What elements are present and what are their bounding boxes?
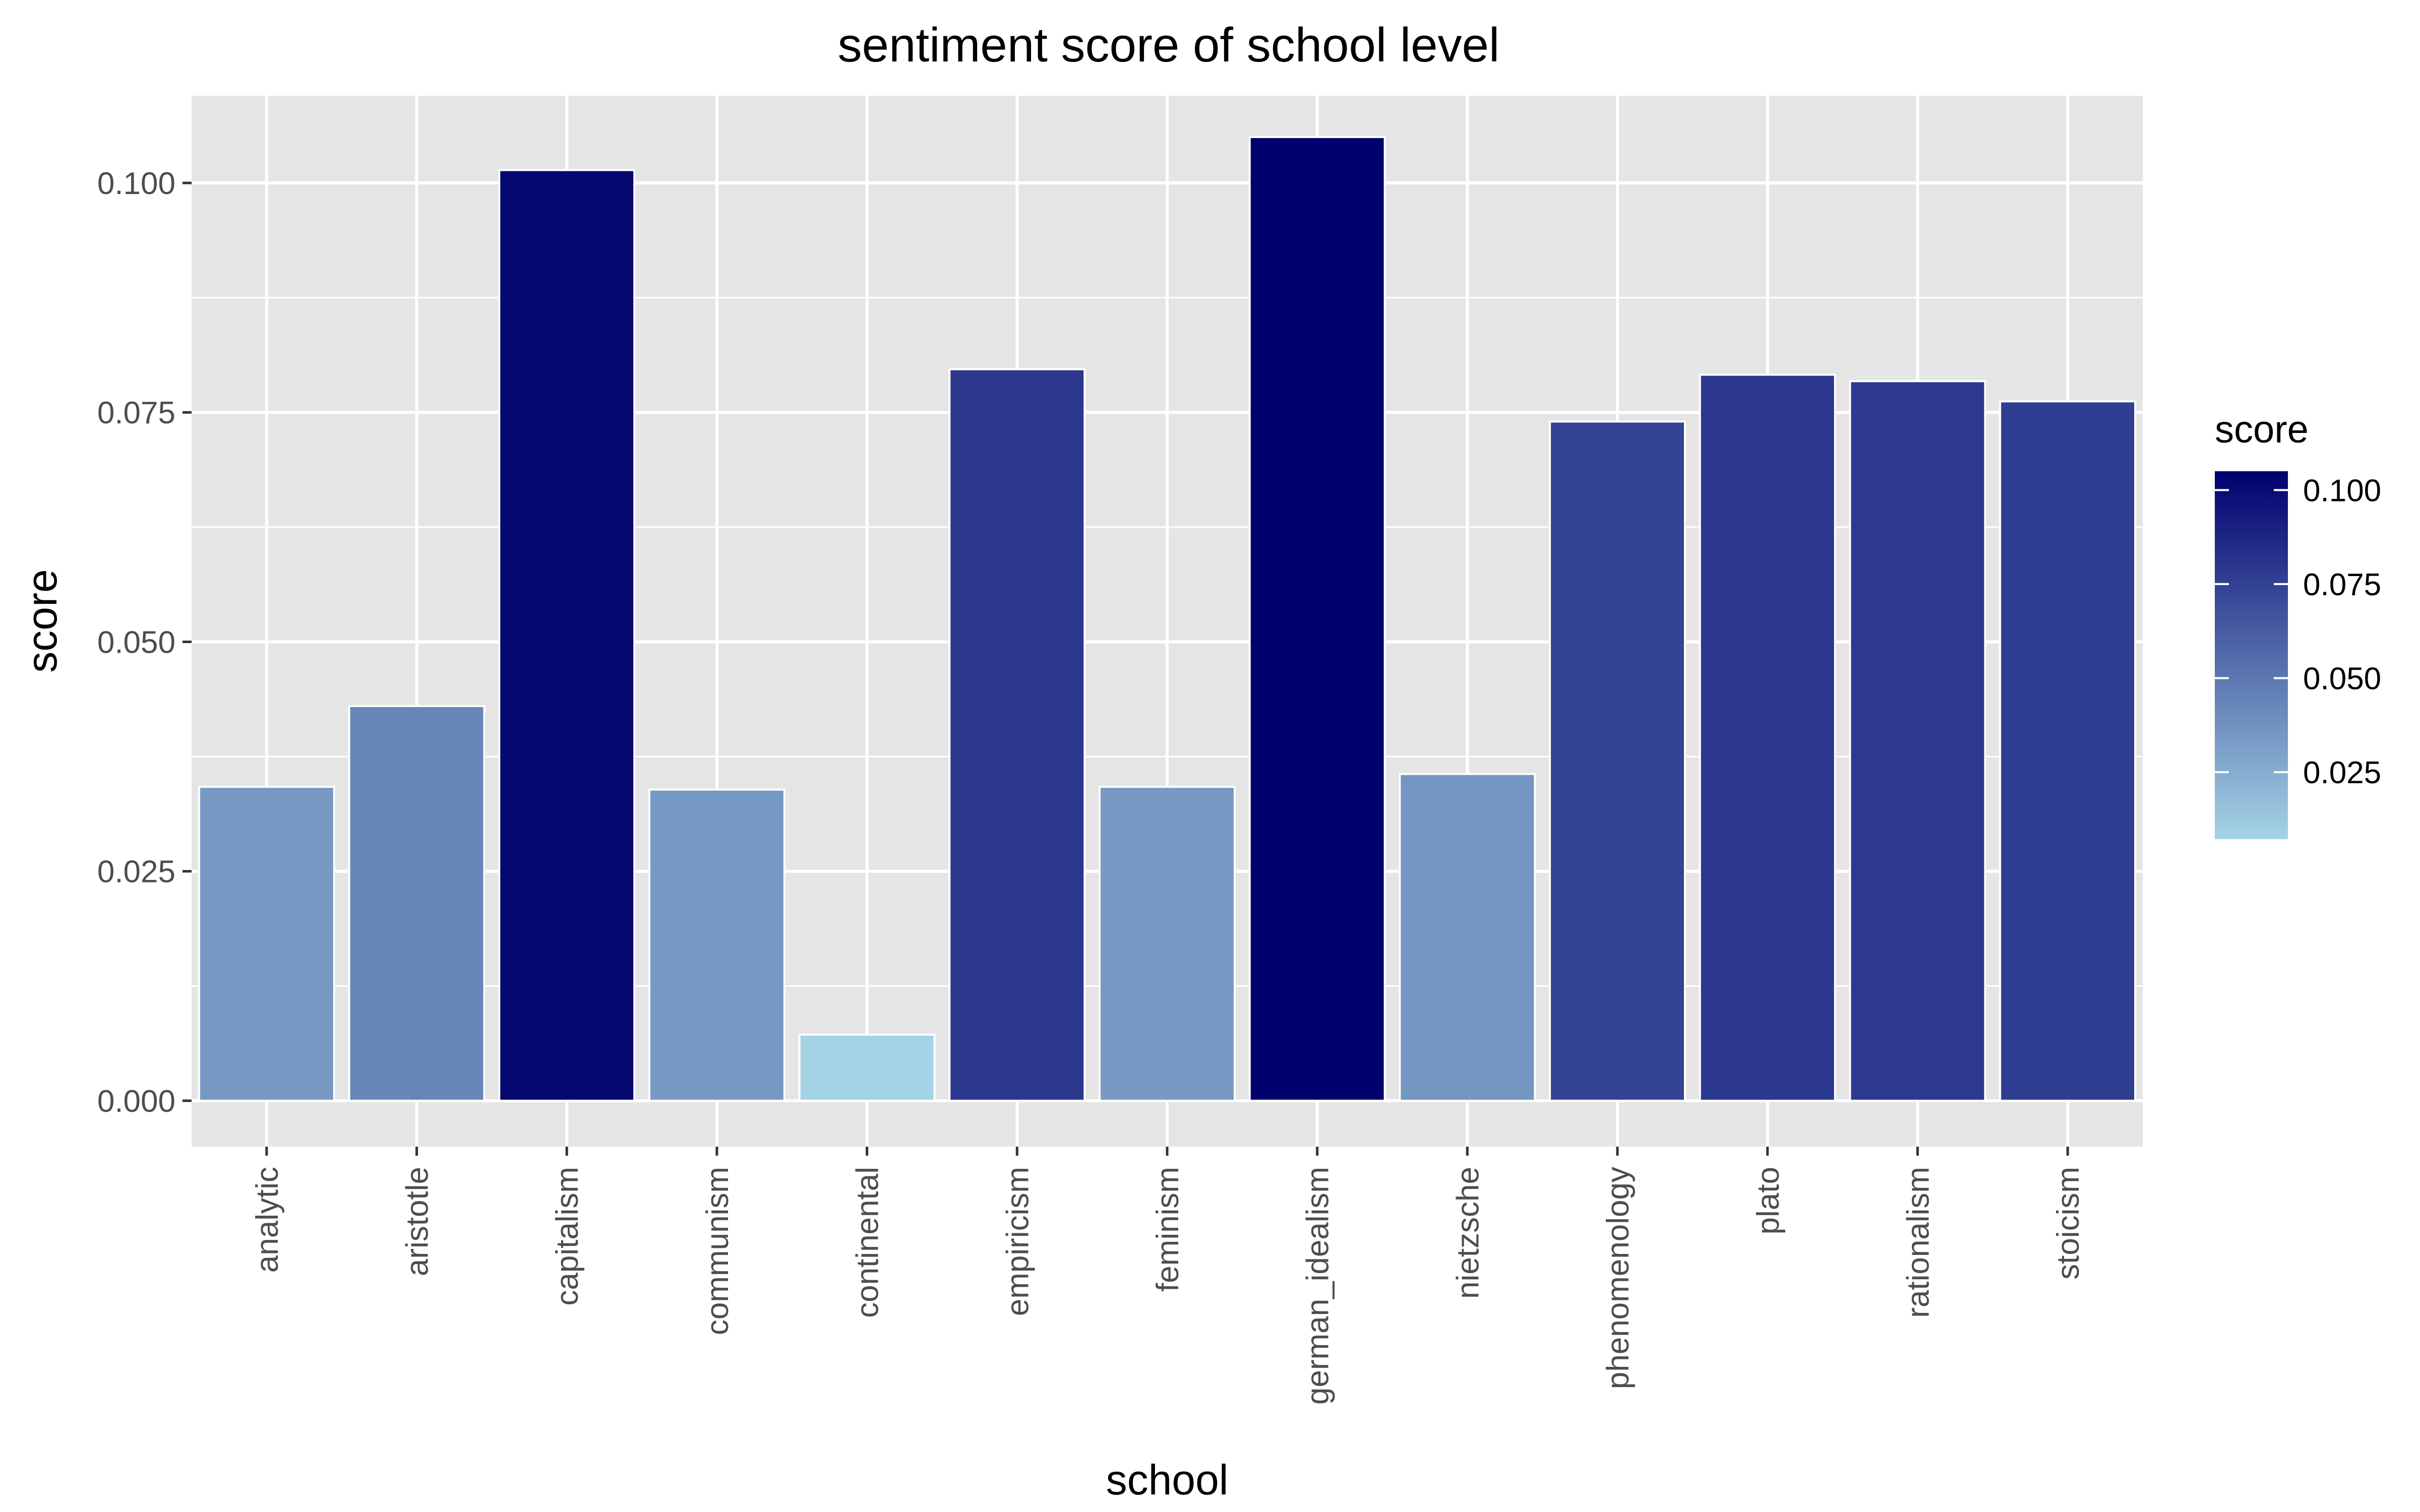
x-tick-label: communism — [700, 1167, 735, 1335]
x-tick-label: stoicism — [2051, 1167, 2086, 1280]
x-tick-label: empiricism — [1000, 1167, 1035, 1316]
legend-ticks: 0.025 0.050 0.075 0.100 — [2215, 473, 2381, 790]
x-tick-label: capitalism — [550, 1167, 585, 1306]
y-tick-label: 0.050 — [97, 625, 175, 660]
x-tick-label: analytic — [250, 1167, 285, 1273]
legend-colorbar — [2215, 471, 2288, 839]
bar-feminism — [1099, 786, 1236, 1102]
y-axis-title: score — [18, 569, 66, 672]
x-tick-label: german_idealism — [1301, 1167, 1336, 1405]
legend-tick-label: 0.025 — [2303, 755, 2381, 790]
x-tick-label: feminism — [1151, 1167, 1185, 1292]
bar-communism — [648, 788, 785, 1102]
x-tick-label: phenomenology — [1601, 1167, 1636, 1389]
bar-empiricism — [948, 368, 1086, 1102]
y-tick-label: 0.025 — [97, 855, 175, 890]
bar-continental — [798, 1033, 936, 1102]
bar-stoicism — [1999, 400, 2137, 1102]
legend-tick-label: 0.100 — [2303, 473, 2381, 508]
y-tick-label: 0.075 — [97, 396, 175, 430]
legend-tick-label: 0.075 — [2303, 568, 2381, 602]
legend-tick-label: 0.050 — [2303, 662, 2381, 697]
x-tick-label: aristotle — [400, 1167, 435, 1276]
x-tick-label: continental — [851, 1167, 885, 1318]
color-legend: score 0.025 0.050 0.075 0.100 — [2215, 408, 2381, 839]
x-tick-label: rationalism — [1901, 1167, 1935, 1318]
y-axis: 0.000 0.025 0.050 0.075 0.100 — [97, 166, 192, 1119]
y-tick-label: 0.100 — [97, 166, 175, 201]
bar-analytic — [198, 786, 335, 1102]
bars-group — [198, 136, 2137, 1102]
x-axis-title: school — [1106, 1456, 1229, 1503]
bar-aristotle — [348, 705, 486, 1102]
chart-title: sentiment score of school level — [838, 18, 1500, 72]
bar-german-idealism — [1248, 136, 1386, 1102]
x-axis: analytic aristotle capitalism communism cont… — [250, 1147, 2086, 1405]
y-tick-label: 0.000 — [97, 1084, 175, 1119]
bar-rationalism — [1849, 380, 1986, 1102]
bar-capitalism — [498, 169, 636, 1102]
bar-nietzsche — [1399, 773, 1536, 1102]
legend-title: score — [2215, 408, 2309, 451]
bar-plato — [1699, 373, 1836, 1102]
bar-phenomenology — [1549, 420, 1686, 1102]
x-tick-label: nietzsche — [1450, 1167, 1485, 1299]
x-tick-label: plato — [1751, 1167, 1786, 1234]
